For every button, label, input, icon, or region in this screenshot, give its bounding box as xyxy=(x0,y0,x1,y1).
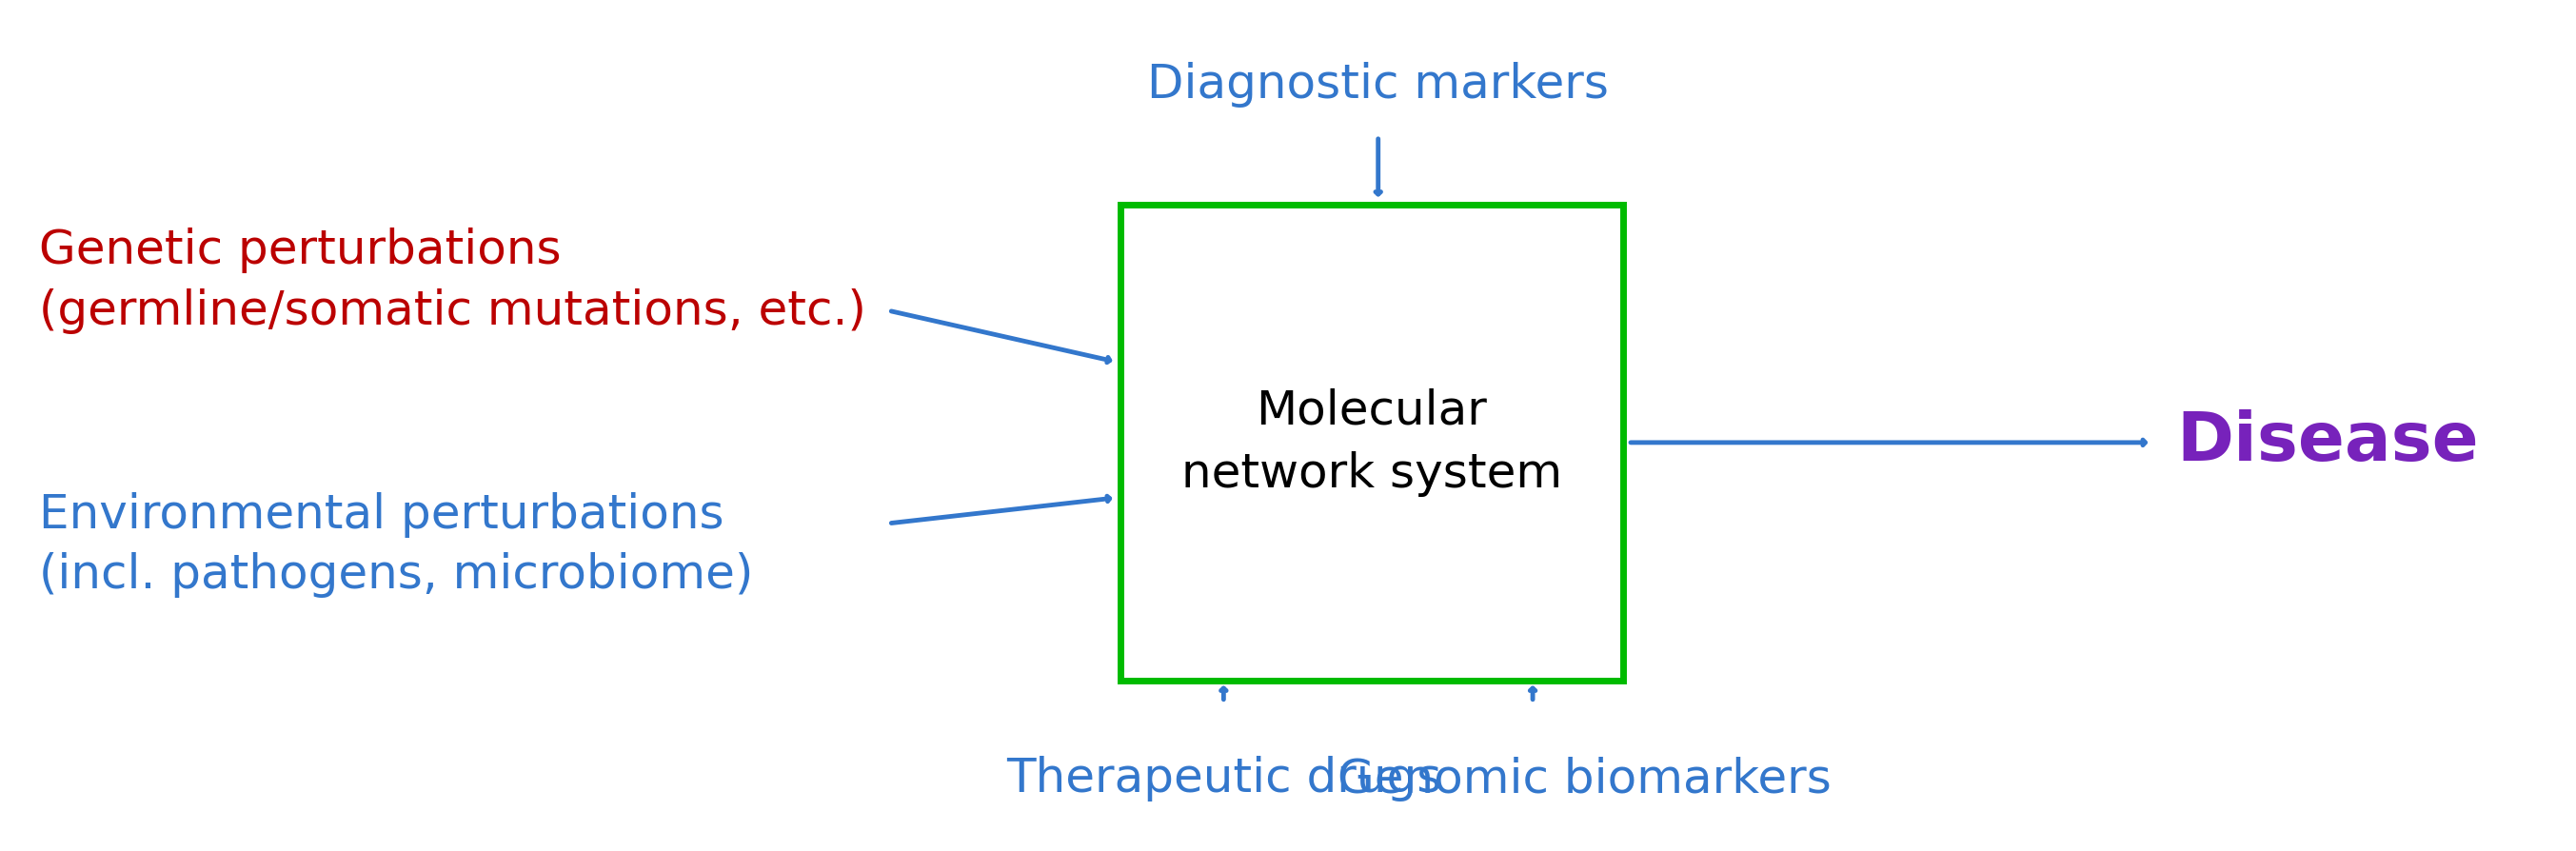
Text: Environmental perturbations
(incl. pathogens, microbiome): Environmental perturbations (incl. patho… xyxy=(39,492,752,597)
Text: Genomic biomarkers: Genomic biomarkers xyxy=(1337,756,1832,802)
Text: Disease: Disease xyxy=(2177,409,2478,476)
Text: Diagnostic markers: Diagnostic markers xyxy=(1146,62,1610,108)
Text: Therapeutic drugs: Therapeutic drugs xyxy=(1005,756,1443,802)
FancyBboxPatch shape xyxy=(1121,204,1623,681)
Text: Molecular
network system: Molecular network system xyxy=(1182,388,1561,497)
Text: Genetic perturbations
(germline/somatic mutations, etc.): Genetic perturbations (germline/somatic … xyxy=(39,228,866,334)
